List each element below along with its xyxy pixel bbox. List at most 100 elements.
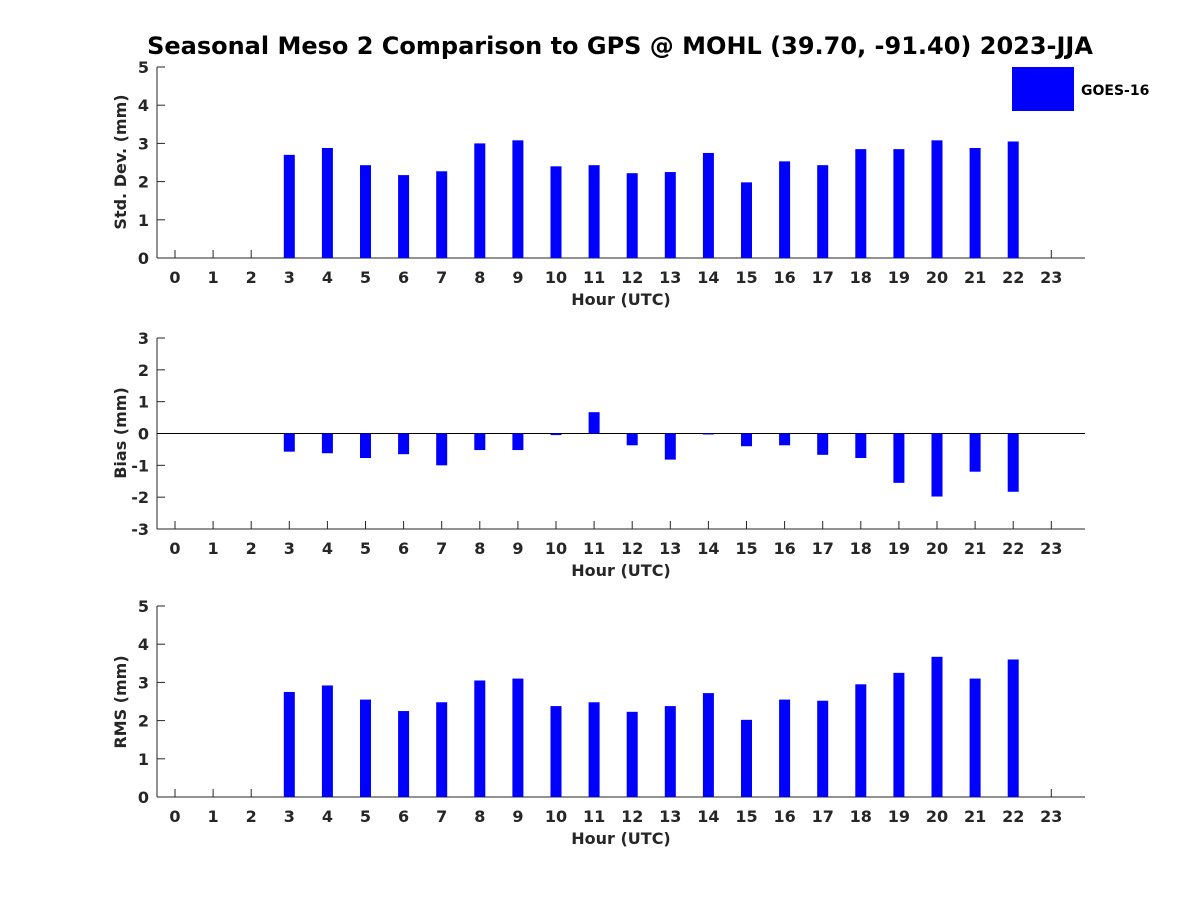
x-tick-label: 1 xyxy=(208,268,219,287)
x-tick-label: 21 xyxy=(964,268,986,287)
bar-hour-12 xyxy=(626,433,638,446)
bar-hour-13 xyxy=(664,433,676,460)
bar-hour-4 xyxy=(321,433,333,454)
bar-hour-15 xyxy=(741,719,752,797)
bar-hour-6 xyxy=(398,711,410,797)
y-tick-label: 2 xyxy=(138,361,149,380)
x-axis-label: Hour (UTC) xyxy=(571,829,671,848)
bar-hour-6 xyxy=(398,433,410,455)
x-tick-label: 18 xyxy=(850,268,872,287)
bar-hour-8 xyxy=(474,433,486,451)
x-tick-label: 12 xyxy=(621,539,643,558)
x-tick-label: 5 xyxy=(360,268,371,287)
x-tick-label: 15 xyxy=(735,539,757,558)
bar-hour-16 xyxy=(779,699,791,797)
y-tick-label: 2 xyxy=(138,712,149,731)
y-tick-label: 3 xyxy=(138,673,149,692)
x-tick-label: 4 xyxy=(322,539,333,558)
y-tick-label: 4 xyxy=(138,96,149,115)
x-tick-label: 2 xyxy=(246,539,257,558)
x-tick-label: 23 xyxy=(1040,268,1062,287)
y-tick-label: 5 xyxy=(138,58,149,77)
x-tick-label: 17 xyxy=(812,268,834,287)
bar-hour-16 xyxy=(779,161,791,258)
x-tick-label: 22 xyxy=(1002,807,1024,826)
y-tick-label: 5 xyxy=(138,597,149,616)
bar-hour-10 xyxy=(550,166,562,258)
bar-hour-20 xyxy=(931,433,943,497)
bar-hour-16 xyxy=(779,433,791,446)
x-tick-label: 4 xyxy=(322,807,333,826)
bar-hour-21 xyxy=(969,433,981,472)
bar-hour-21 xyxy=(969,147,981,258)
x-tick-label: 14 xyxy=(697,807,719,826)
y-tick-label: 0 xyxy=(138,425,149,444)
legend: GOES-16 xyxy=(1012,67,1149,111)
x-tick-label: 11 xyxy=(583,539,605,558)
x-tick-label: 0 xyxy=(169,268,180,287)
x-tick-label: 2 xyxy=(246,268,257,287)
y-tick-label: 1 xyxy=(138,211,149,230)
y-tick-label: 1 xyxy=(138,750,149,769)
x-tick-label: 3 xyxy=(284,539,295,558)
y-tick-label: -1 xyxy=(131,456,149,475)
bar-hour-21 xyxy=(969,678,981,797)
bar-hour-19 xyxy=(893,149,905,258)
x-tick-label: 20 xyxy=(926,268,948,287)
x-tick-label: 5 xyxy=(360,807,371,826)
bar-hour-7 xyxy=(436,171,448,258)
chart-title: Seasonal Meso 2 Comparison to GPS @ MOHL… xyxy=(147,32,1093,60)
x-tick-label: 9 xyxy=(512,807,523,826)
bar-hour-8 xyxy=(474,680,486,797)
x-tick-label: 21 xyxy=(964,539,986,558)
x-tick-label: 14 xyxy=(697,268,719,287)
x-tick-label: 4 xyxy=(322,268,333,287)
x-tick-label: 23 xyxy=(1040,807,1062,826)
x-tick-label: 7 xyxy=(436,807,447,826)
bar-hour-13 xyxy=(664,172,676,258)
y-tick-label: 4 xyxy=(138,635,149,654)
bar-hour-14 xyxy=(702,433,714,435)
bar-hour-10 xyxy=(550,433,562,436)
bar-hour-12 xyxy=(626,173,638,258)
bar-hour-14 xyxy=(702,693,714,797)
x-tick-label: 14 xyxy=(697,539,719,558)
y-tick-label: 0 xyxy=(138,788,149,807)
bar-hour-9 xyxy=(512,678,524,797)
y-tick-label: 2 xyxy=(138,173,149,192)
bar-hour-17 xyxy=(817,433,829,455)
x-tick-label: 22 xyxy=(1002,539,1024,558)
x-tick-label: 22 xyxy=(1002,268,1024,287)
x-tick-label: 9 xyxy=(512,268,523,287)
x-tick-label: 6 xyxy=(398,539,409,558)
bar-hour-15 xyxy=(741,433,752,447)
x-tick-label: 10 xyxy=(545,268,567,287)
bar-hour-19 xyxy=(893,672,905,797)
x-tick-label: 8 xyxy=(474,268,485,287)
x-tick-label: 17 xyxy=(812,807,834,826)
x-tick-label: 8 xyxy=(474,807,485,826)
bar-hour-17 xyxy=(817,700,829,797)
x-tick-label: 13 xyxy=(659,268,681,287)
x-tick-label: 12 xyxy=(621,268,643,287)
bar-hour-9 xyxy=(512,433,524,451)
x-tick-label: 13 xyxy=(659,539,681,558)
x-tick-label: 1 xyxy=(208,807,219,826)
bar-hour-14 xyxy=(702,152,714,258)
x-tick-label: 13 xyxy=(659,807,681,826)
x-tick-label: 16 xyxy=(773,539,795,558)
x-tick-label: 11 xyxy=(583,807,605,826)
x-axis-label: Hour (UTC) xyxy=(571,561,671,580)
x-tick-label: 17 xyxy=(812,539,834,558)
x-tick-label: 21 xyxy=(964,807,986,826)
y-tick-label: 3 xyxy=(138,134,149,153)
bar-hour-5 xyxy=(360,165,371,258)
y-tick-label: 0 xyxy=(138,249,149,268)
y-axis-label: Std. Dev. (mm) xyxy=(111,94,130,229)
bar-hour-7 xyxy=(436,702,448,797)
bar-hour-20 xyxy=(931,140,943,258)
x-tick-label: 20 xyxy=(926,807,948,826)
bar-hour-10 xyxy=(550,706,562,797)
